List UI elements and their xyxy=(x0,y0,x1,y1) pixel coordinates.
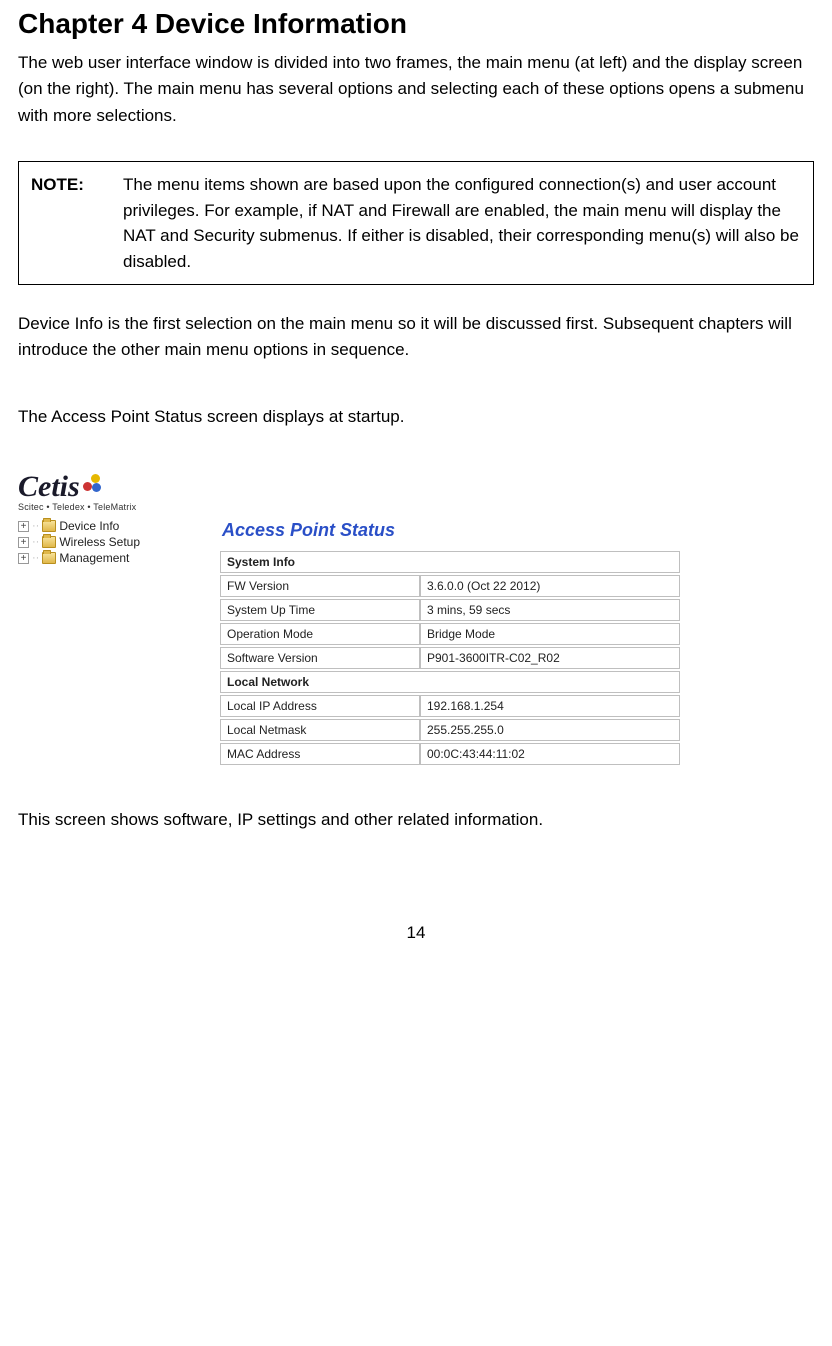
folder-icon xyxy=(42,552,56,564)
intro-paragraph: The web user interface window is divided… xyxy=(18,50,814,129)
chapter-title: Chapter 4 Device Information xyxy=(18,8,814,40)
table-row: System Up Time 3 mins, 59 secs xyxy=(220,599,680,621)
table-section-header: Local Network xyxy=(220,671,680,693)
folder-icon xyxy=(42,536,56,548)
paragraph-startup: The Access Point Status screen displays … xyxy=(18,404,814,430)
row-value: Bridge Mode xyxy=(420,623,680,645)
row-label: MAC Address xyxy=(220,743,420,765)
row-label: System Up Time xyxy=(220,599,420,621)
row-value: P901-3600ITR-C02_R02 xyxy=(420,647,680,669)
table-row: Local Netmask 255.255.255.0 xyxy=(220,719,680,741)
brand-logo: Cetis Scitec • Teledex • TeleMatrix xyxy=(18,472,198,512)
folder-icon xyxy=(42,520,56,532)
document-page: Chapter 4 Device Information The web use… xyxy=(0,0,832,983)
tree-item-label: Device Info xyxy=(59,519,119,533)
row-value: 255.255.255.0 xyxy=(420,719,680,741)
row-label: Software Version xyxy=(220,647,420,669)
tree-connector-icon: ·· xyxy=(32,521,39,532)
note-content: The menu items shown are based upon the … xyxy=(123,172,801,274)
tree-item-label: Wireless Setup xyxy=(59,535,140,549)
table-row: Local IP Address 192.168.1.254 xyxy=(220,695,680,717)
table-row: Operation Mode Bridge Mode xyxy=(220,623,680,645)
expand-icon[interactable]: + xyxy=(18,553,29,564)
table-section-header: System Info xyxy=(220,551,680,573)
row-value: 3.6.0.0 (Oct 22 2012) xyxy=(420,575,680,597)
table-row: FW Version 3.6.0.0 (Oct 22 2012) xyxy=(220,575,680,597)
tree-item-wireless-setup[interactable]: + ·· Wireless Setup xyxy=(18,534,198,550)
logo-dots-icon xyxy=(83,474,101,492)
paragraph-after-note: Device Info is the first selection on th… xyxy=(18,311,814,364)
note-label: NOTE: xyxy=(31,172,123,274)
section-header-cell: Local Network xyxy=(220,671,680,693)
row-value: 192.168.1.254 xyxy=(420,695,680,717)
expand-icon[interactable]: + xyxy=(18,521,29,532)
tree-connector-icon: ·· xyxy=(32,537,39,548)
tree-connector-icon: ·· xyxy=(32,553,39,564)
embedded-screenshot: Cetis Scitec • Teledex • TeleMatrix + ··… xyxy=(18,472,718,767)
row-label: Local Netmask xyxy=(220,719,420,741)
row-label: Local IP Address xyxy=(220,695,420,717)
status-panel-title: Access Point Status xyxy=(222,520,718,541)
brand-tagline: Scitec • Teledex • TeleMatrix xyxy=(18,502,198,512)
note-box: NOTE: The menu items shown are based upo… xyxy=(18,161,814,285)
status-table: System Info FW Version 3.6.0.0 (Oct 22 2… xyxy=(220,549,680,767)
row-value: 3 mins, 59 secs xyxy=(420,599,680,621)
status-panel: Access Point Status System Info FW Versi… xyxy=(220,472,718,767)
brand-name: Cetis xyxy=(18,470,80,503)
row-value: 00:0C:43:44:11:02 xyxy=(420,743,680,765)
table-row: MAC Address 00:0C:43:44:11:02 xyxy=(220,743,680,765)
tree-item-label: Management xyxy=(59,551,129,565)
section-header-cell: System Info xyxy=(220,551,680,573)
expand-icon[interactable]: + xyxy=(18,537,29,548)
paragraph-footer: This screen shows software, IP settings … xyxy=(18,807,814,833)
tree-panel: Cetis Scitec • Teledex • TeleMatrix + ··… xyxy=(18,472,198,566)
page-number: 14 xyxy=(18,923,814,943)
row-label: Operation Mode xyxy=(220,623,420,645)
table-row: Software Version P901-3600ITR-C02_R02 xyxy=(220,647,680,669)
row-label: FW Version xyxy=(220,575,420,597)
tree-item-device-info[interactable]: + ·· Device Info xyxy=(18,518,198,534)
tree-item-management[interactable]: + ·· Management xyxy=(18,550,198,566)
